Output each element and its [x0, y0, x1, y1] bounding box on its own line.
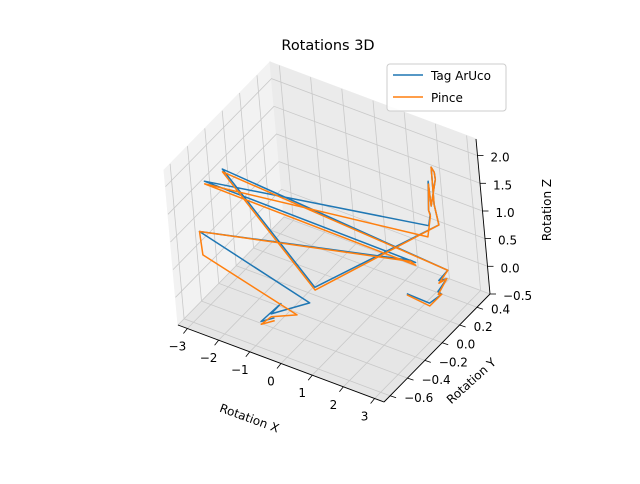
grid-line-z	[165, 78, 478, 187]
x-tick-label: −3	[169, 340, 187, 354]
x-tick-mark	[276, 363, 282, 369]
series-line-pince	[198, 166, 449, 326]
legend-label-pince: Pince	[431, 91, 463, 105]
y-tick-mark	[442, 342, 449, 346]
z-tick-label: 2.0	[491, 151, 510, 165]
z-axis-label: Rotation Z	[540, 179, 554, 241]
y-tick-mark	[389, 395, 397, 399]
tick-labels: −3 −2 −1 0 1 2 3 −0.6 −0.4 −0.2 0.0 0.2 0.4−0.5 0.0 0.…	[169, 151, 533, 424]
legend: Tag ArUco Pince	[386, 63, 507, 112]
grid-line-z	[175, 188, 488, 298]
x-tick-label: 0	[267, 375, 275, 389]
z-tick-label: 1.5	[493, 178, 512, 192]
x-tick-label: −2	[200, 351, 218, 365]
x-tick-label: 2	[330, 398, 338, 412]
z-tick-label: 0.0	[501, 261, 520, 275]
grid-line-z	[170, 133, 483, 243]
x-tick-mark	[370, 398, 375, 404]
y-tick-label: −0.4	[422, 373, 451, 387]
y-tick-mark	[424, 360, 431, 363]
x-tick-label: 3	[361, 410, 369, 424]
legend-label-tag-aruco: Tag ArUco	[430, 69, 491, 83]
grid-line-z	[177, 216, 491, 326]
x-tick-label: 1	[298, 386, 306, 400]
z-tick-label: −0.5	[503, 289, 532, 303]
y-axis-line	[383, 293, 491, 403]
x-axis-line	[177, 324, 385, 403]
x-tick-mark	[183, 328, 188, 334]
x-tick-label: −1	[231, 363, 249, 377]
z-tick-label: 0.5	[498, 234, 517, 248]
z-tick-label: 1.0	[496, 206, 515, 220]
z-axis-line	[475, 138, 491, 295]
y-tick-label: −0.2	[439, 355, 468, 369]
x-tick-mark	[245, 351, 251, 358]
y-tick-label: −0.6	[404, 391, 433, 405]
chart-title: Rotations 3D	[281, 38, 374, 54]
x-tick-mark	[339, 386, 344, 393]
grid-line-z	[167, 105, 481, 215]
y-tick-label: 0.4	[491, 302, 510, 316]
grid-line-z	[172, 161, 486, 270]
axis-lines	[177, 138, 496, 404]
y-tick-label: 0.0	[456, 338, 475, 352]
x-tick-mark	[307, 374, 313, 381]
y-tick-label: 0.2	[474, 320, 493, 334]
y-tick-mark	[459, 324, 466, 328]
x-tick-mark	[214, 339, 219, 346]
y-tick-mark	[407, 377, 414, 381]
data-series	[198, 166, 449, 326]
y-tick-mark	[476, 306, 484, 310]
